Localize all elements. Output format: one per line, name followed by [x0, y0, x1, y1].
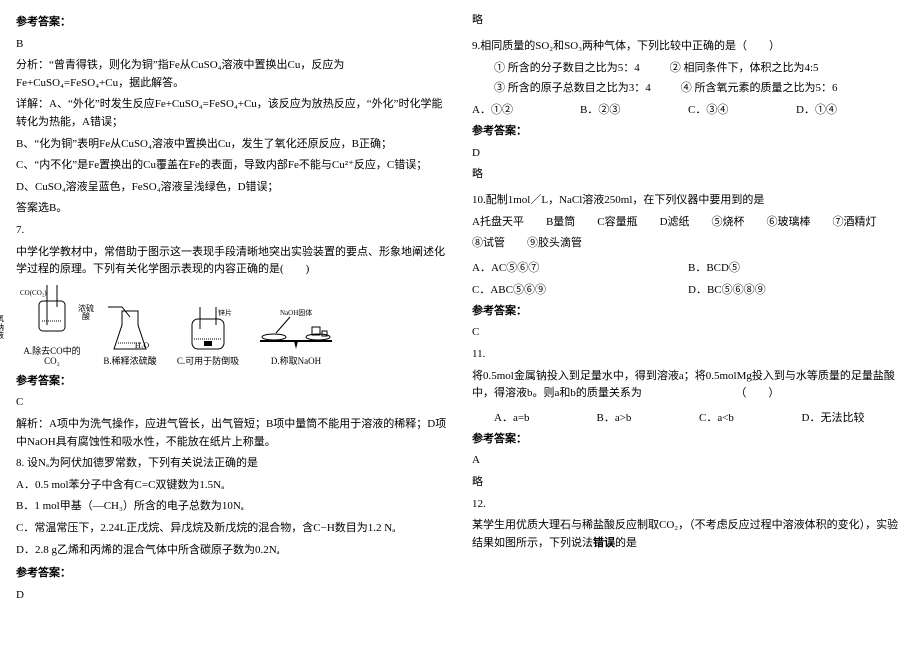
q11-text: 将0.5mol金属钠投入到足量水中，得到溶液a；将0.5molMg投入到与水等质… [472, 368, 904, 403]
figure-row: CO(CO₂) 氢氧化钠溶液 A.除去CO中的CO₂ 浓硫酸 H₂O B.稀释浓… [16, 285, 448, 367]
q9-row2: ③ 所含的原子总数目之比为3：4 ④ 所含氧元素的质量之比为5：6 [472, 79, 904, 95]
q8-b: B．1 mol甲基（—CH₃）所含的电子总数为10Nₐ [16, 498, 448, 516]
detail-a-text: A、“外化”时发生反应Fe+CuSO₄=FeSO₄+Cu，该反应为放热反应，“外… [16, 98, 443, 128]
q12-text1: 某学生用优质大理石与稀盐酸反应制取CO₂，（不考虑反应过程中溶液体积的变化），实… [472, 519, 898, 549]
q8-text: 8. 设Nₐ为阿伏加德罗常数，下列有关说法正确的是 [16, 455, 448, 473]
figure-d: NaOH固体 D.称取NaOH [250, 305, 342, 367]
figure-a: CO(CO₂) 氢氧化钠溶液 A.除去CO中的CO₂ [16, 285, 88, 367]
q9-row1: ① 所含的分子数目之比为5：4 ② 相同条件下，体积之比为4:5 [472, 59, 904, 75]
q9-optC: C．③④ [688, 101, 796, 117]
q7-num: 7. [16, 222, 448, 240]
q11-optB: B．a>b [597, 409, 700, 425]
q9-optD: D．①④ [796, 101, 904, 117]
q11-optD: D．无法比较 [802, 409, 905, 425]
figD-caption: D.称取NaOH [250, 357, 342, 367]
q10-options2: C．ABC⑤⑥⑨ D．BC⑤⑥⑧⑨ [472, 281, 904, 297]
figB-caption: B.稀释浓硫酸 [94, 357, 166, 367]
q9-answer: D [472, 145, 904, 163]
q9-opt2: ② 相同条件下，体积之比为4:5 [670, 59, 819, 75]
q8-answer: D [16, 587, 448, 605]
q11-optA: A．a=b [494, 409, 597, 425]
q10-optA: A．AC⑤⑥⑦ [472, 259, 688, 275]
detail-c: C、“内不化”是Fe置换出的Cu覆盖在Fe的表面，导致内部Fe不能与Cu²⁺反应… [16, 157, 448, 175]
figA-main-svgtxt: CO(CO₂) [20, 289, 47, 297]
q7-answer: C [16, 394, 448, 412]
q11-optC: C．a<b [699, 409, 802, 425]
q10-answer: C [472, 324, 904, 342]
q7-text: 中学化学教材中，常借助于图示这一表现手段清晰地突出实验装置的要点、形象地阐述化学… [16, 244, 448, 279]
answer-label: 参考答案： [16, 14, 448, 32]
q9-answer-label: 参考答案： [472, 123, 904, 141]
q8-answer-label: 参考答案： [16, 565, 448, 583]
q8-d: D．2.8 g乙烯和丙烯的混合气体中所含碳原子数为0.2Nₐ [16, 542, 448, 560]
q8-c: C．常温常压下，2.24L正戊烷、异戊烷及新戊烷的混合物，含C−H数目为1.2 … [16, 520, 448, 538]
q9-options: A．①② B．②③ C．③④ D．①④ [472, 101, 904, 117]
q9-text: 9.相同质量的SO₂和SO₃两种气体，下列比较中正确的是（ ） [472, 38, 904, 56]
answer-value: B [16, 36, 448, 54]
detail-end: 答案选B。 [16, 200, 448, 218]
q10-text: 10.配制1mol／L，NaCl溶液250ml，在下列仪器中要用到的是 [472, 192, 904, 210]
q7-explain: 解析：A项中为洗气操作，应进气管长，出气管短；B项中量筒不能用于溶液的稀释；D项… [16, 416, 448, 451]
detail-a: 详解：A、“外化”时发生反应Fe+CuSO₄=FeSO₄+Cu，该反应为放热反应… [16, 96, 448, 131]
figB-side: 浓硫酸 [76, 305, 96, 323]
right-column: 略 9.相同质量的SO₂和SO₃两种气体，下列比较中正确的是（ ） ① 所含的分… [472, 8, 904, 608]
q12-num: 12. [472, 496, 904, 514]
q11-options: A．a=b B．a>b C．a<b D．无法比较 [472, 409, 904, 425]
figA-caption: A.除去CO中的CO₂ [16, 347, 88, 367]
q9-opt4: ④ 所含氧元素的质量之比为5：6 [681, 79, 838, 95]
q10-options1: A．AC⑤⑥⑦ B．BCD⑤ [472, 259, 904, 275]
lue-2: 略 [472, 166, 904, 184]
q11-answer-label: 参考答案： [472, 431, 904, 449]
q11-num: 11. [472, 346, 904, 364]
left-column: 参考答案： B 分析：“曾青得铁，则化为铜”指Fe从CuSO₄溶液中置换出Cu，… [16, 8, 448, 608]
figC-caption: C.可用于防倒吸 [172, 357, 244, 367]
figure-c: 锌片 C.可用于防倒吸 [172, 305, 244, 367]
q10-optC: C．ABC⑤⑥⑨ [472, 281, 688, 297]
lue-3: 略 [472, 474, 904, 492]
q12-err: 错误 [593, 537, 615, 549]
detail-b: B、“化为铜”表明Fe从CuSO₄溶液中置换出Cu，发生了氧化还原反应，B正确； [16, 136, 448, 154]
q11-answer: A [472, 452, 904, 470]
q10-items1: A托盘天平 B量筒 C容量瓶 D滤纸 ⑤烧杯 ⑥玻璃棒 ⑦酒精灯 [472, 214, 904, 232]
lue-1: 略 [472, 12, 904, 30]
q9-optB: B．②③ [580, 101, 688, 117]
svg-text:NaOH固体: NaOH固体 [280, 308, 312, 317]
q10-optD: D．BC⑤⑥⑧⑨ [688, 281, 904, 297]
q8-a: A．0.5 mol苯分子中含有C=C双键数为1.5Nₐ [16, 477, 448, 495]
detail-d: D、CuSO₄溶液呈蓝色，FeSO₄溶液呈浅绿色，D错误； [16, 179, 448, 197]
figB-water: H₂O [106, 342, 178, 351]
analysis-line: 分析：“曾青得铁，则化为铜”指Fe从CuSO₄溶液中置换出Cu，反应为Fe+Cu… [16, 57, 448, 92]
svg-text:锌片: 锌片 [218, 308, 232, 317]
q12-text2: 的是 [615, 537, 637, 549]
q9-opt3: ③ 所含的原子总数目之比为3：4 [494, 79, 651, 95]
q10-optB: B．BCD⑤ [688, 259, 904, 275]
analysis-label: 分析： [16, 59, 49, 71]
figA-side: 氢氧化钠溶液 [0, 315, 6, 341]
q12-text: 某学生用优质大理石与稀盐酸反应制取CO₂，（不考虑反应过程中溶液体积的变化），实… [472, 517, 904, 552]
q9-optA: A．①② [472, 101, 580, 117]
analysis-text: “曾青得铁，则化为铜”指Fe从CuSO₄溶液中置换出Cu，反应为Fe+CuSO₄… [16, 59, 344, 89]
q9-opt1: ① 所含的分子数目之比为5：4 [494, 59, 640, 75]
q7-answer-label: 参考答案： [16, 373, 448, 391]
q10-answer-label: 参考答案： [472, 303, 904, 321]
figure-b: 浓硫酸 H₂O B.稀释浓硫酸 [94, 303, 166, 367]
detail-label: 详解： [16, 98, 49, 110]
q10-items2: ⑧试管 ⑨胶头滴管 [472, 235, 904, 253]
